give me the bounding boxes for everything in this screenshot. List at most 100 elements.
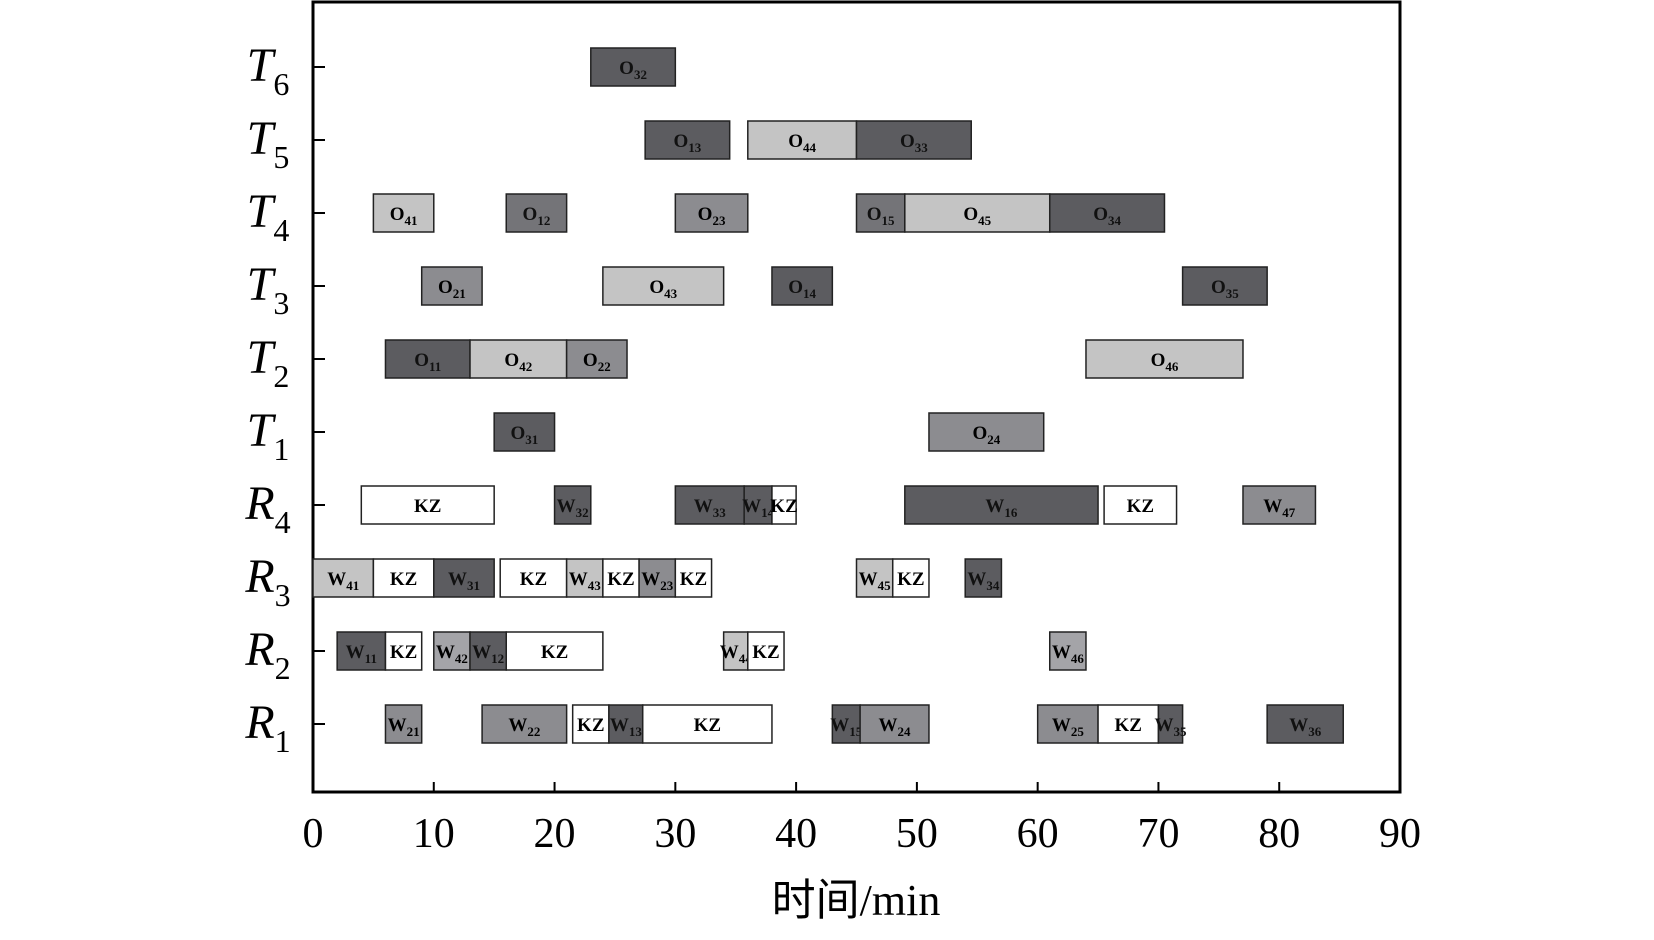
task-index: 42: [519, 359, 532, 374]
task-bar: [372, 558, 435, 598]
task-name: O: [1093, 204, 1108, 225]
task-name: W: [1289, 715, 1308, 736]
task-label: W36: [1289, 715, 1322, 739]
task-label: O21: [438, 277, 466, 301]
task-name: W: [1263, 496, 1282, 517]
y-tick-label: T2: [247, 331, 290, 394]
task-bar: [433, 558, 495, 598]
task-index: 12: [537, 213, 550, 228]
task-name: KZ: [770, 496, 797, 517]
task-name: O: [649, 277, 664, 298]
task-index: 47: [1282, 505, 1296, 520]
task-index: 46: [1165, 359, 1179, 374]
task-bar: [372, 193, 435, 233]
x-tick-label: 20: [534, 811, 576, 857]
task-index: 32: [634, 67, 647, 82]
task-index: 35: [1226, 286, 1240, 301]
y-tick-label: T3: [247, 258, 290, 321]
row-letter: T: [247, 39, 277, 92]
task-index: 43: [664, 286, 678, 301]
task-bar: [964, 558, 1003, 598]
task-label: O35: [1211, 277, 1239, 301]
task-name: O: [390, 204, 405, 225]
y-tick-label: T6: [247, 39, 290, 102]
task-index: 11: [429, 359, 441, 374]
task-label: O46: [1151, 350, 1179, 374]
task-name: W: [830, 715, 849, 736]
task-label: W32: [557, 496, 589, 520]
x-tick-label: 40: [775, 811, 817, 857]
task-name: KZ: [1127, 496, 1154, 517]
task-bar: [469, 631, 507, 671]
task-label: W41: [327, 569, 359, 593]
task-bar: [1036, 704, 1099, 744]
task-index: 16: [1004, 505, 1018, 520]
task-name: W: [346, 642, 365, 663]
task-label: W42: [436, 642, 468, 666]
task-name: W: [879, 715, 898, 736]
task-index: 36: [1308, 724, 1322, 739]
task-label: O44: [788, 131, 816, 155]
task-bar: [565, 339, 628, 379]
task-bar: [855, 120, 972, 160]
task-bar: [553, 485, 592, 525]
task-name: W: [569, 569, 588, 590]
task-index: 46: [1071, 651, 1085, 666]
task-label: W47: [1263, 496, 1296, 520]
task-index: 24: [987, 432, 1001, 447]
task-label: O22: [583, 350, 611, 374]
task-bar: [384, 704, 423, 744]
row-index: 3: [273, 285, 289, 321]
task-name: KZ: [607, 569, 634, 590]
task-label: W11: [346, 642, 377, 666]
task-index: 45: [978, 213, 992, 228]
row-letter: R: [244, 550, 274, 603]
task-index: 15: [849, 724, 863, 739]
task-name: O: [438, 277, 453, 298]
task-bar: [420, 266, 483, 306]
task-index: 11: [365, 651, 377, 666]
task-label: KZ: [752, 642, 779, 663]
task-bar: [747, 120, 858, 160]
task-label: O45: [963, 204, 991, 228]
task-index: 25: [1071, 724, 1085, 739]
task-name: W: [985, 496, 1004, 517]
task-name: O: [900, 131, 915, 152]
task-name: KZ: [680, 569, 707, 590]
row-index: 3: [275, 577, 291, 613]
task-label: O32: [619, 58, 647, 82]
task-label: W45: [859, 569, 892, 593]
task-index: 15: [882, 213, 896, 228]
task-bar: [674, 558, 713, 598]
row-index: 5: [273, 139, 289, 175]
x-tick-label: 10: [413, 811, 455, 857]
task-name: O: [963, 204, 978, 225]
row-index: 2: [275, 650, 291, 686]
task-label: O43: [649, 277, 677, 301]
task-label: W15: [830, 715, 863, 739]
task-bar: [831, 704, 861, 744]
task-index: 24: [898, 724, 912, 739]
task-index: 21: [407, 724, 420, 739]
task-name: O: [414, 350, 429, 371]
x-axis-label: 时间/min: [772, 876, 941, 925]
task-index: 43: [588, 578, 602, 593]
task-label: W33: [694, 496, 727, 520]
task-name: W: [694, 496, 713, 517]
task-label: W22: [508, 715, 540, 739]
row-letter: T: [247, 404, 277, 457]
task-index: 23: [660, 578, 674, 593]
task-name: W: [1052, 715, 1071, 736]
task-bar: [855, 193, 906, 233]
task-label: O11: [414, 350, 441, 374]
task-bar: [928, 412, 1045, 452]
task-name: KZ: [694, 715, 721, 736]
task-bar: [1103, 485, 1178, 525]
task-bar: [1242, 485, 1317, 525]
task-label: O13: [674, 131, 702, 155]
task-name: W: [472, 642, 491, 663]
task-name: KZ: [390, 569, 417, 590]
task-name: W: [610, 715, 629, 736]
y-tick-label: R2: [244, 623, 290, 686]
task-label: W43: [569, 569, 602, 593]
